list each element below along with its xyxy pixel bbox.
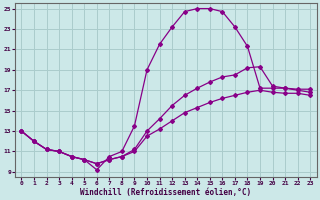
X-axis label: Windchill (Refroidissement éolien,°C): Windchill (Refroidissement éolien,°C) [80,188,252,197]
